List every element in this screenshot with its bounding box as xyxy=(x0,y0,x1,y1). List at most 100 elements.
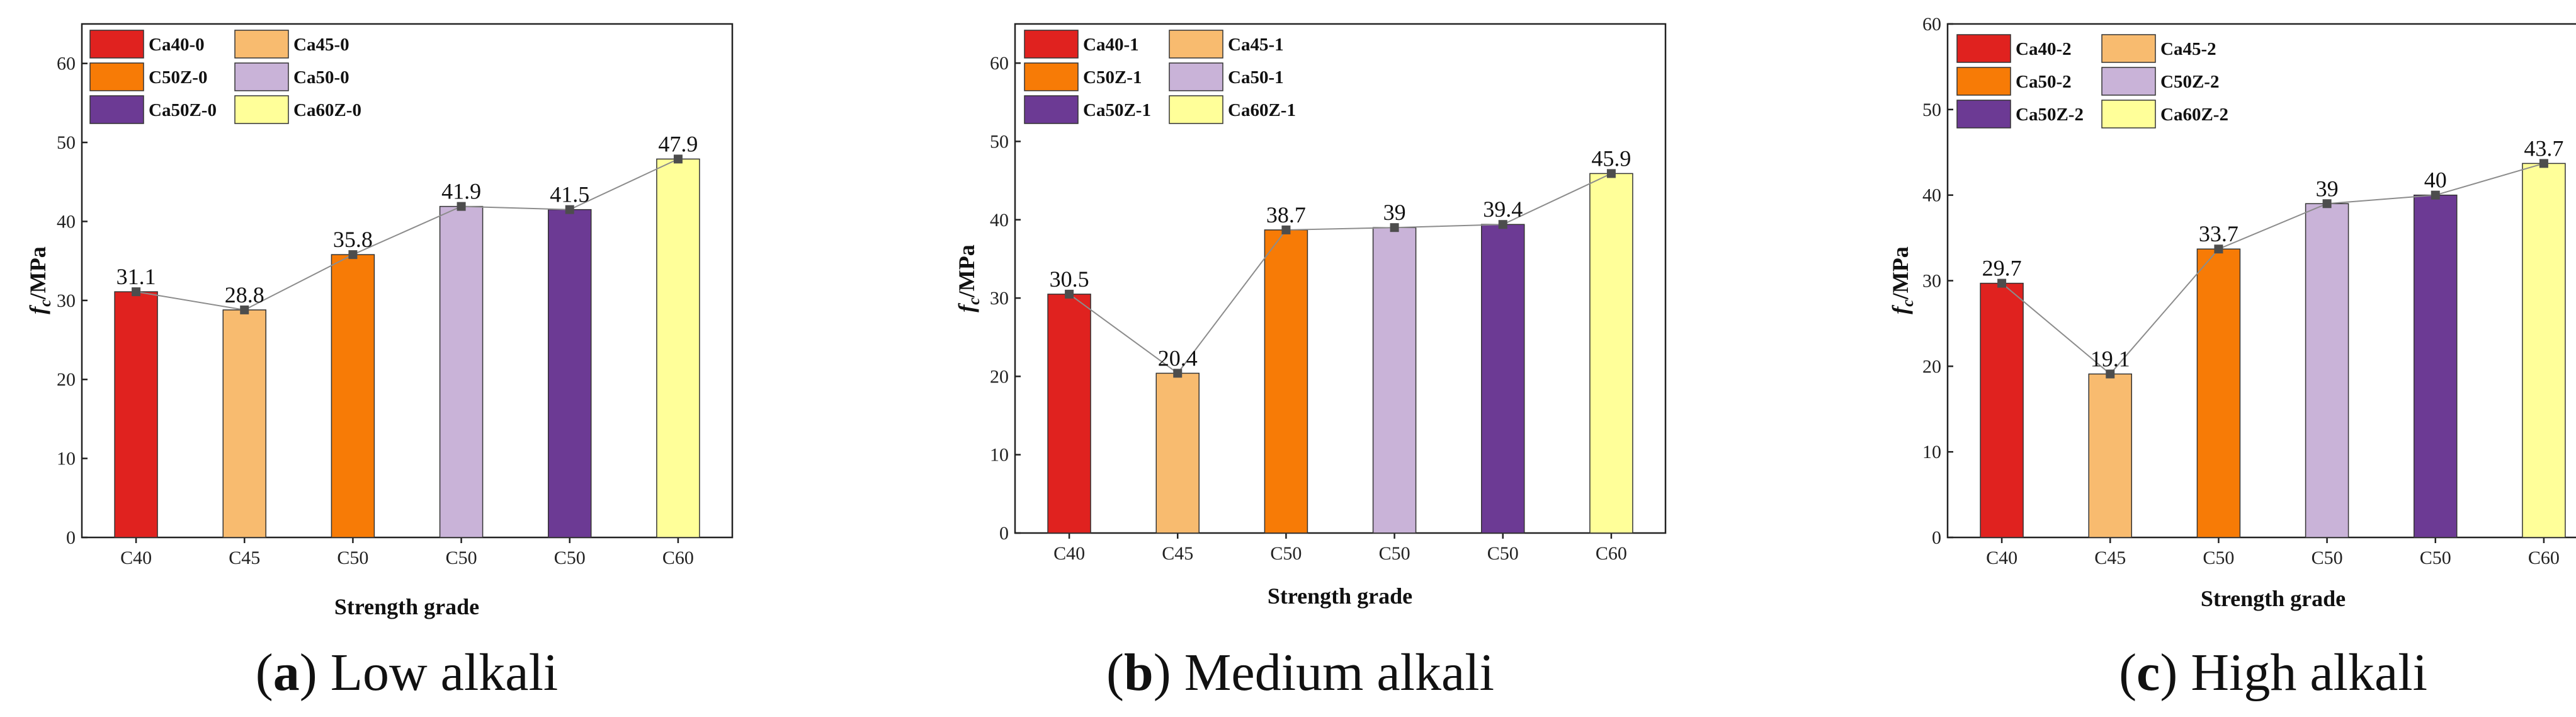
y-tick-label: 0 xyxy=(1932,527,1941,548)
y-tick-label: 40 xyxy=(57,211,76,232)
bar xyxy=(114,291,158,538)
y-axis-title-b: fc/MPa xyxy=(954,244,983,313)
x-ticks-a: C40 C45 C50 C50 C50 C60 xyxy=(120,537,694,568)
legend-swatch xyxy=(89,62,144,91)
legend-label: C50Z-2 xyxy=(2160,72,2219,92)
legend-swatch xyxy=(1024,95,1079,124)
y-ticks-b: 0 10 20 30 40 50 60 xyxy=(990,53,1021,544)
trend-line xyxy=(2001,163,2545,375)
trend-b xyxy=(1065,169,1616,378)
caption-a: (a) Low alkali xyxy=(256,643,559,702)
legend-swatch xyxy=(234,62,289,91)
data-label: 41.9 xyxy=(441,179,481,204)
bar xyxy=(2414,194,2458,538)
x-tick-label: C50 xyxy=(554,548,586,568)
data-label: 19.1 xyxy=(2091,347,2130,372)
bar xyxy=(1589,173,1633,534)
bar xyxy=(1264,229,1308,534)
bar xyxy=(2522,163,2566,538)
data-point-marker xyxy=(2431,190,2440,200)
legend-label: Ca40-0 xyxy=(149,35,205,55)
data-label: 31.1 xyxy=(116,264,156,289)
x-tick-label: C40 xyxy=(1053,543,1085,564)
data-label: 28.8 xyxy=(225,282,264,307)
y-tick-label: 30 xyxy=(57,290,76,311)
data-label: 35.8 xyxy=(333,227,373,252)
bar xyxy=(1155,372,1200,534)
x-tick-label: C50 xyxy=(1270,543,1302,564)
y-tick-label: 60 xyxy=(57,54,76,74)
x-tick-label: C60 xyxy=(2528,548,2560,568)
legend-b: Ca40-1 Ca45-1 C50Z-1 Ca50-1 Ca50Z-1 Ca60Z-1 xyxy=(1024,30,1296,124)
y-tick-label: 40 xyxy=(1922,185,1941,206)
data-point-marker xyxy=(1065,289,1074,299)
legend-label: Ca60Z-0 xyxy=(293,100,361,120)
bar xyxy=(1481,224,1525,534)
bar xyxy=(656,158,700,538)
data-point-marker xyxy=(457,202,466,211)
legend-label: Ca50Z-2 xyxy=(2016,105,2084,125)
data-label: 43.7 xyxy=(2524,135,2563,161)
data-point-marker xyxy=(132,287,141,297)
y-tick-label: 10 xyxy=(1922,442,1941,462)
y-tick-label: 30 xyxy=(990,288,1009,309)
legend-label: C50Z-0 xyxy=(149,67,207,88)
data-label: 40 xyxy=(2424,168,2447,193)
data-label: 39 xyxy=(2316,176,2339,201)
x-tick-label: C40 xyxy=(120,548,152,568)
trend-line xyxy=(1069,173,1612,374)
legend-label: Ca50-2 xyxy=(2016,72,2072,92)
value-labels-a: 31.1 28.8 35.8 41.9 41.5 47.9 xyxy=(116,131,698,307)
data-point-marker xyxy=(1173,369,1183,378)
data-point-marker xyxy=(1606,169,1616,178)
x-tick-label: C45 xyxy=(1162,543,1193,564)
y-tick-label: 50 xyxy=(1922,100,1941,120)
legend-swatch xyxy=(1024,30,1079,59)
bar xyxy=(439,205,484,538)
plot-frame-c xyxy=(1946,23,2576,539)
y-ticks-a: 0 10 20 30 40 50 60 xyxy=(57,54,88,548)
x-tick-label: C45 xyxy=(229,548,260,568)
data-label: 45.9 xyxy=(1591,146,1631,171)
data-point-marker xyxy=(1498,220,1507,229)
legend-swatch xyxy=(1169,30,1223,59)
bars-b xyxy=(1047,173,1633,534)
bar xyxy=(2088,373,2132,538)
legend-label: C50Z-1 xyxy=(1083,67,1142,88)
y-ticks-c: 0 10 20 30 40 50 60 xyxy=(1922,14,1953,548)
x-ticks-c: C40 C45 C50 C50 C50 C60 xyxy=(1986,537,2560,568)
data-point-marker xyxy=(1997,278,2007,288)
legend-label: Ca60Z-2 xyxy=(2160,105,2228,125)
data-label: 39.4 xyxy=(1483,197,1523,222)
legend-swatch xyxy=(2101,34,2156,63)
trend-c xyxy=(1997,159,2548,379)
x-tick-label: C40 xyxy=(1986,548,2017,568)
caption-c: (c) High alkali xyxy=(2119,643,2427,702)
x-tick-label: C45 xyxy=(2094,548,2126,568)
y-tick-label: 20 xyxy=(990,366,1009,387)
x-axis-title-c: Strength grade xyxy=(2201,586,2346,611)
data-point-marker xyxy=(2106,369,2115,379)
legend-swatch xyxy=(1956,34,2011,63)
legend-label: Ca45-1 xyxy=(1228,35,1284,55)
panel-a: 0 10 20 30 40 50 60 C40 C45 C50 C50 C50 C60 31.1 28.… xyxy=(25,23,734,702)
legend-label: Ca50-1 xyxy=(1228,67,1284,88)
x-tick-label: C50 xyxy=(2420,548,2451,568)
data-point-marker xyxy=(2322,199,2332,209)
y-tick-label: 0 xyxy=(999,523,1009,544)
data-label: 39 xyxy=(1383,200,1406,225)
value-labels-c: 29.7 19.1 33.7 39 40 43.7 xyxy=(1982,135,2564,371)
legend-label: Ca50Z-0 xyxy=(149,100,217,120)
trend-a xyxy=(132,154,683,314)
value-labels-b: 30.5 20.4 38.7 39 39.4 45.9 xyxy=(1050,146,1631,370)
data-label: 20.4 xyxy=(1158,345,1198,370)
legend-swatch xyxy=(1024,62,1079,91)
legend-swatch xyxy=(1169,95,1223,124)
data-label: 30.5 xyxy=(1050,267,1089,292)
legend-swatch xyxy=(1169,62,1223,91)
panel-b: 0 10 20 30 40 50 60 C40 C45 C50 C50 C50 C60 30.5 20.… xyxy=(954,23,1667,702)
data-point-marker xyxy=(2214,244,2223,254)
x-tick-label: C50 xyxy=(446,548,477,568)
legend-label: Ca40-1 xyxy=(1083,35,1139,55)
